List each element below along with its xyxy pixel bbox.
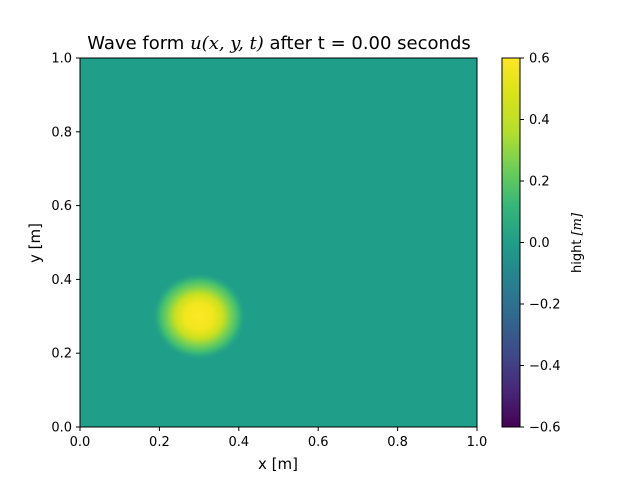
x-tick-label: 0.6 <box>308 435 329 450</box>
x-axis: 0.0 0.2 0.4 0.6 0.8 1.0 <box>70 427 488 450</box>
colorbar-tick-label: 0.0 <box>529 236 550 251</box>
colorbar-tick-label: 0.2 <box>529 175 550 190</box>
y-tick-label: 1.0 <box>51 52 72 67</box>
chart-title-suffix: after t = 0.00 seconds <box>264 33 471 54</box>
chart-title-prefix: Wave form <box>87 33 190 54</box>
colorbar-label-text: hight <box>570 235 585 273</box>
plot-frame <box>79 57 478 428</box>
y-axis: 0.0 0.2 0.4 0.6 0.8 1.0 <box>51 52 80 436</box>
x-tick-label: 0.8 <box>387 435 408 450</box>
y-tick-label: 0.0 <box>51 421 72 436</box>
colorbar-label: hight [m] <box>570 212 585 273</box>
colorbar-tick-label: −0.4 <box>529 359 561 374</box>
colorbar-tick-label: 0.4 <box>529 113 550 128</box>
heatmap-background <box>80 58 477 427</box>
y-tick-label: 0.6 <box>51 199 72 214</box>
chart-title-math: u(x, y, t) <box>190 33 264 54</box>
y-tick-label: 0.8 <box>51 125 72 140</box>
x-tick-label: 1.0 <box>467 435 488 450</box>
x-axis-label: x [m] <box>258 455 298 473</box>
colorbar <box>501 57 521 428</box>
chart-title: Wave form u(x, y, t) after t = 0.00 seco… <box>87 33 471 54</box>
colorbar-tick-label: 0.6 <box>529 52 550 67</box>
plot-area <box>80 58 477 427</box>
x-tick-label: 0.0 <box>70 435 91 450</box>
colorbar-ticks: −0.6 −0.4 −0.2 0.0 0.2 0.4 0.6 <box>520 52 561 436</box>
colorbar-label-unit: [m] <box>570 212 585 235</box>
colorbar-tick-label: −0.2 <box>529 298 561 313</box>
x-tick-label: 0.2 <box>149 435 170 450</box>
y-tick-label: 0.2 <box>51 347 72 362</box>
x-tick-label: 0.4 <box>228 435 249 450</box>
heatmap-peak <box>151 272 247 361</box>
y-tick-label: 0.4 <box>51 273 72 288</box>
y-axis-label: y [m] <box>26 223 44 263</box>
colorbar-tick-label: −0.6 <box>529 421 561 436</box>
